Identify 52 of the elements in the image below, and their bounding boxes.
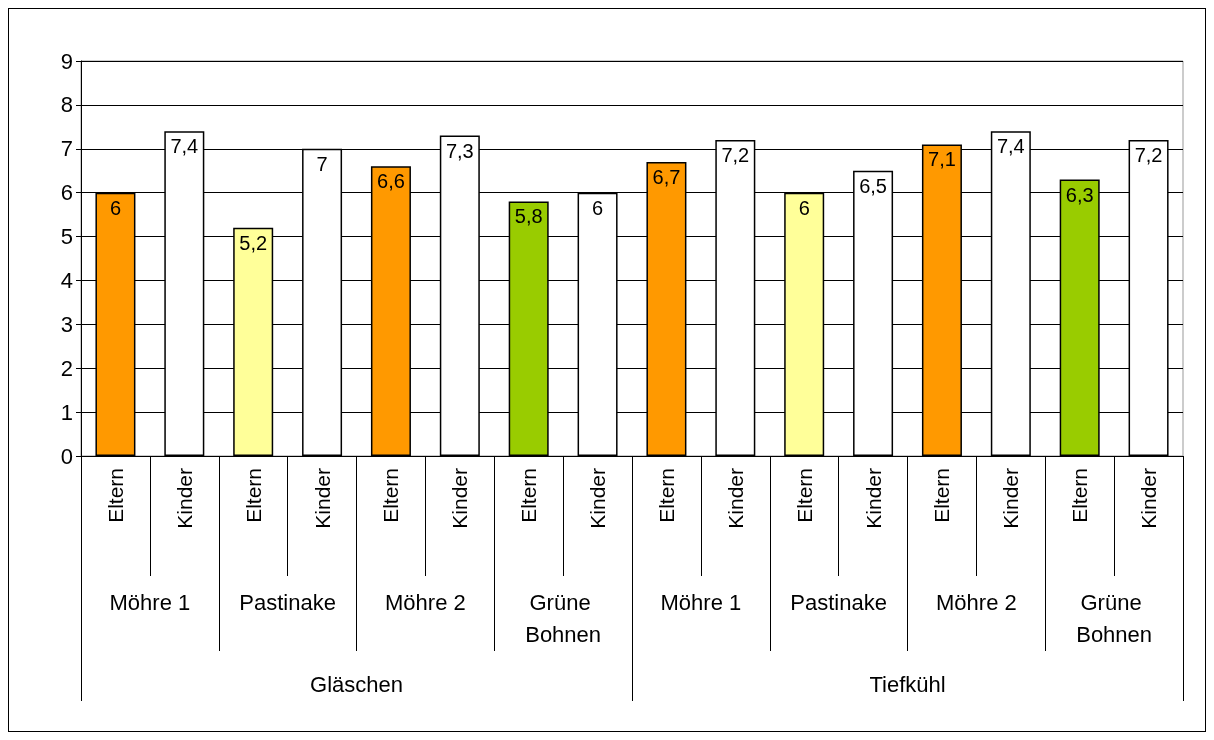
y-tick-label: 6 xyxy=(60,180,73,206)
y-tick-label: 5 xyxy=(60,224,73,250)
data-label: 6,3 xyxy=(1065,183,1094,206)
data-label: 7,3 xyxy=(445,139,474,162)
x-tick-label: Eltern xyxy=(517,468,541,523)
data-label: 6 xyxy=(109,196,121,219)
data-label: 5,8 xyxy=(514,205,543,228)
y-tick-label: 7 xyxy=(60,136,73,162)
y-tick-label: 9 xyxy=(60,48,73,74)
y-tick-label: 3 xyxy=(60,311,73,337)
data-label: 7,2 xyxy=(721,144,750,166)
y-tick-label: 8 xyxy=(60,92,73,118)
x-tick-label: Kinder xyxy=(310,467,334,529)
y-tick-label: 2 xyxy=(60,355,73,381)
x-tick-label: Eltern xyxy=(654,468,678,523)
data-label: 7,4 xyxy=(170,135,199,158)
data-label: 6 xyxy=(798,196,810,219)
data-label: 7,4 xyxy=(996,135,1025,158)
x-tick-label: Eltern xyxy=(103,468,127,523)
y-tick-label: 4 xyxy=(60,267,73,293)
x-tick-label: Kinder xyxy=(999,467,1023,529)
text: Möhre 2 xyxy=(385,589,466,615)
data-label: 6,6 xyxy=(377,170,405,193)
data-label: 7,2 xyxy=(1134,144,1163,166)
y-tick-label: 1 xyxy=(60,399,73,425)
text: Grüne Bohnen xyxy=(525,589,602,647)
text: Tiefkühl xyxy=(869,671,946,697)
x-tick-label: Kinder xyxy=(448,467,472,529)
data-label: 7,1 xyxy=(928,148,956,171)
data-label: 6 xyxy=(592,196,604,219)
text: Grüne Bohnen xyxy=(1076,589,1153,647)
data-label: 7 xyxy=(316,152,328,175)
x-tick-label: Eltern xyxy=(792,468,816,523)
text: Möhre 1 xyxy=(109,589,191,615)
x-tick-label: Kinder xyxy=(1137,467,1161,529)
text: Pastinake xyxy=(790,589,887,615)
x-tick-label: Eltern xyxy=(241,468,265,523)
text: Pastinake xyxy=(239,589,336,615)
text: Möhre 2 xyxy=(936,589,1017,615)
text: Gläschen xyxy=(310,671,403,697)
text: Möhre 1 xyxy=(660,589,742,615)
x-tick-label: Kinder xyxy=(586,467,610,529)
data-label: 5,2 xyxy=(239,231,268,254)
x-tick-label: Eltern xyxy=(930,468,954,523)
x-tick-label: Eltern xyxy=(1068,468,1092,523)
data-label: 6,7 xyxy=(652,165,681,188)
x-tick-label: Eltern xyxy=(379,468,403,523)
x-tick-label: Kinder xyxy=(172,467,196,529)
x-tick-label: Kinder xyxy=(723,467,747,529)
data-label: 6,5 xyxy=(859,174,887,197)
x-tick-label: Kinder xyxy=(861,467,885,529)
y-tick-label: 0 xyxy=(60,443,73,469)
